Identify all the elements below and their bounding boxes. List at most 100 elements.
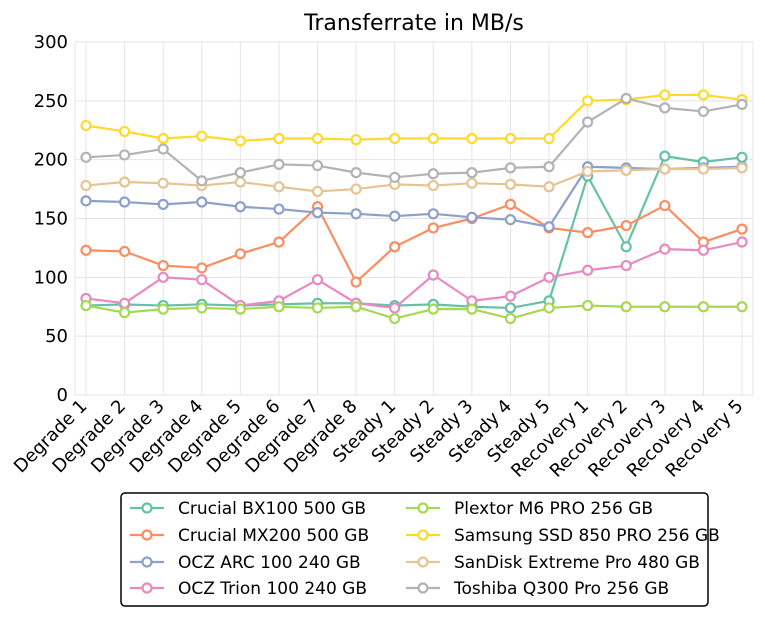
data-point (582, 165, 594, 178)
data-point (582, 299, 594, 312)
legend-marker (141, 502, 153, 514)
legend: Crucial BX100 500 GB Crucial MX200 500 GB… (120, 492, 720, 607)
legend-item: OCZ Trion 100 240 GB (130, 579, 367, 599)
y-tick-label: 250 (34, 91, 68, 112)
data-point (543, 161, 555, 173)
data-point (234, 167, 246, 179)
legend-box (120, 492, 709, 607)
data-point (234, 176, 246, 188)
legend-marker (141, 556, 153, 568)
data-point (311, 302, 324, 314)
legend-label: Crucial BX100 500 GB (178, 499, 366, 519)
data-point (659, 243, 671, 255)
data-point (543, 302, 555, 314)
legend-label: SanDisk Extreme Pro 480 GB (454, 553, 700, 573)
data-point (736, 301, 748, 313)
data-point (543, 271, 555, 283)
legend-item: Plextor M6 PRO 256 GB (406, 499, 653, 519)
legend-label: OCZ ARC 100 240 GB (178, 553, 361, 573)
data-point (504, 214, 517, 226)
data-point (157, 198, 169, 210)
data-point (118, 297, 131, 309)
data-point (157, 132, 169, 145)
data-point (80, 195, 92, 207)
data-point (311, 274, 324, 286)
data-point (273, 301, 285, 313)
series-group (80, 89, 748, 325)
y-axis-ticks: 0 50 100 150 200 250 300 (34, 32, 68, 406)
data-point (659, 89, 671, 101)
data-point (157, 177, 169, 189)
series-line (80, 162, 748, 198)
data-point (80, 179, 92, 192)
series-line (80, 198, 748, 288)
y-tick-label: 200 (34, 150, 68, 171)
data-point (736, 236, 748, 248)
data-point (350, 276, 362, 288)
legend-label: Plextor M6 PRO 256 GB (454, 499, 653, 519)
data-point (659, 150, 671, 162)
data-point (80, 151, 92, 163)
data-point (504, 198, 517, 210)
data-point (427, 132, 439, 145)
series-path (85, 166, 743, 193)
data-point (466, 132, 478, 145)
data-point (389, 302, 401, 314)
y-tick-label: 150 (34, 209, 68, 230)
legend-marker (141, 529, 153, 541)
data-point (350, 208, 362, 220)
data-point (311, 132, 324, 145)
data-point (427, 179, 439, 192)
data-point (118, 125, 131, 138)
data-point (273, 203, 285, 215)
legend-marker (141, 582, 153, 594)
data-point (427, 269, 439, 281)
legend-marker (417, 502, 429, 514)
data-point (620, 219, 632, 232)
data-point (311, 159, 324, 172)
data-point (157, 259, 169, 272)
legend-marker (417, 582, 429, 594)
series-line (80, 236, 748, 314)
legend-marker (417, 556, 429, 568)
data-point (350, 301, 362, 313)
legend-item: SanDisk Extreme Pro 480 GB (406, 553, 700, 573)
data-point (196, 274, 208, 286)
data-point (736, 98, 748, 110)
data-point (427, 303, 439, 315)
legend-item: Crucial MX200 500 GB (130, 526, 369, 546)
data-point (350, 134, 362, 146)
legend-item: Crucial BX100 500 GB (130, 499, 366, 519)
data-point (157, 303, 169, 315)
data-point (736, 223, 748, 235)
data-point (427, 168, 439, 180)
data-point (118, 196, 131, 208)
data-point (620, 301, 632, 313)
data-point (118, 307, 131, 319)
legend-marker (417, 529, 429, 541)
data-point (582, 227, 594, 239)
data-point (273, 181, 285, 193)
data-point (157, 271, 169, 283)
data-point (697, 301, 710, 313)
series-path (85, 165, 743, 228)
data-point (659, 301, 671, 313)
data-point (504, 312, 517, 325)
data-point (543, 221, 555, 233)
data-point (466, 177, 478, 189)
data-point (697, 163, 710, 175)
data-point (196, 196, 208, 208)
data-point (234, 303, 246, 315)
data-point (659, 102, 671, 114)
data-point (157, 143, 169, 155)
data-point (80, 244, 92, 256)
grid (74, 41, 754, 396)
data-point (620, 164, 632, 176)
series-path (85, 155, 743, 310)
data-point (736, 162, 748, 174)
series-line (80, 299, 748, 325)
data-point (504, 132, 517, 145)
data-point (697, 89, 710, 101)
data-point (504, 290, 517, 302)
